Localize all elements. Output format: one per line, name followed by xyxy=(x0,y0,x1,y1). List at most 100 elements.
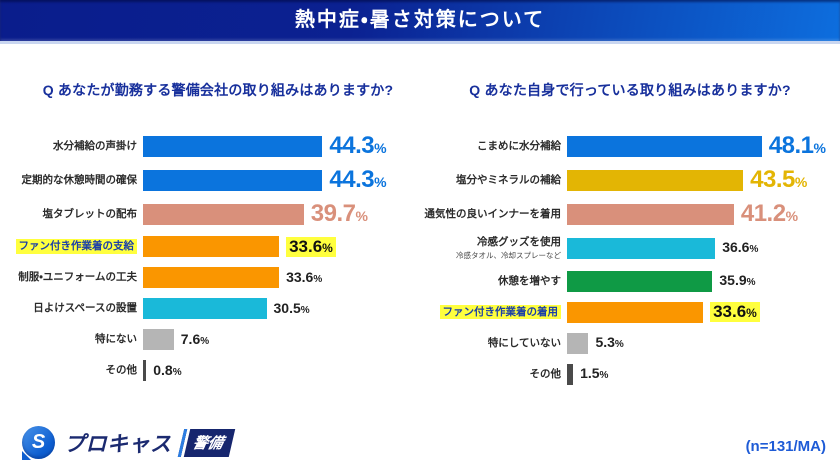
bar-rows: 水分補給の声掛け 44.3% 定期的な休憩時間の確保 44.3% 塩タブレットの配布 39… xyxy=(15,134,418,381)
bar-row: 休憩を増やす 35.9% xyxy=(430,270,830,292)
title-bar: 熱中症・暑さ対策について xyxy=(0,0,840,44)
bar-value: 0.8% xyxy=(153,361,182,378)
bar-label-cell: その他 xyxy=(430,368,567,381)
bar-rows: こまめに水分補給 48.1% 塩分やミネラルの補給 43.5% 通気性の良いインナーを着… xyxy=(425,134,830,385)
bar-track: 7.6% xyxy=(143,329,418,350)
bar-label-cell: その他 xyxy=(18,364,143,377)
bar-label: その他 xyxy=(529,367,562,380)
bar xyxy=(567,237,716,259)
bar xyxy=(143,360,147,381)
bar-value: 41.2% xyxy=(740,200,799,227)
bar-track: 39.7% xyxy=(143,202,418,226)
logo-badge-keibi: 警備 xyxy=(177,428,235,457)
bar-value: 30.5% xyxy=(273,299,310,316)
bar-label: こまめに水分補給 xyxy=(477,139,561,152)
bar-value: 1.5% xyxy=(580,365,609,382)
bar-label-cell: ファン付き作業着の着用 xyxy=(430,304,567,320)
logo-brand-text: プロキャス xyxy=(64,432,172,456)
bar-track: 1.5% xyxy=(567,363,830,385)
bar-value: 33.6% xyxy=(286,236,336,257)
bar-value: 44.3% xyxy=(329,132,387,159)
bar-track: 33.6% xyxy=(143,267,418,288)
bar-sublabel: 冷感タオル、冷却スプレーなど xyxy=(456,250,561,260)
bar-label: 休憩を増やす xyxy=(498,274,561,287)
procas-speech-bubble-s-icon: S xyxy=(22,426,55,459)
bar-track: 33.6% xyxy=(143,236,418,257)
bar-label-cell: 特にない xyxy=(18,333,143,346)
bar-row: 日よけスペースの設置 30.5% xyxy=(18,298,418,319)
bar-label: 塩タブレットの配布 xyxy=(42,207,138,220)
bar-label: 定期的な休憩時間の確保 xyxy=(21,173,138,186)
bar-label-cell: こまめに水分補給 xyxy=(430,140,567,153)
bar-track: 35.9% xyxy=(567,270,830,292)
bar-label-cell: 特にしていない xyxy=(430,337,567,350)
bar-row: 特にしていない 5.3% xyxy=(430,332,830,354)
bar xyxy=(143,329,174,350)
bar-value: 7.6% xyxy=(180,330,210,347)
charts-area: Q あなたが勤務する警備会社の取り組みはありますか? 水分補給の声掛け 44.3%… xyxy=(15,80,830,395)
bar xyxy=(567,169,744,191)
bar-label: 特にしていない xyxy=(487,336,561,349)
bar-label-cell: 通気性の良いインナーを着用 xyxy=(425,208,567,221)
bar-value: 33.6% xyxy=(710,302,760,323)
bar xyxy=(143,236,280,257)
bar xyxy=(143,267,280,288)
bar-track: 41.2% xyxy=(567,202,830,226)
bar-row: 制服・ユニフォームの工夫 33.6% xyxy=(18,267,418,288)
bar xyxy=(143,135,323,157)
bar-row: 通気性の良いインナーを着用 41.2% xyxy=(425,202,830,226)
bar-label: 通気性の良いインナーを着用 xyxy=(424,207,562,220)
bar-value: 33.6% xyxy=(286,268,323,285)
bar-track: 43.5% xyxy=(567,168,830,192)
bar-value: 44.3% xyxy=(329,166,387,193)
bar-row: 水分補給の声掛け 44.3% xyxy=(18,134,418,158)
bar-track: 48.1% xyxy=(567,134,830,158)
slide-title: 熱中症・暑さ対策について xyxy=(294,9,546,31)
bar-row: ファン付き作業着の支給 33.6% xyxy=(15,236,418,257)
bar xyxy=(143,203,304,225)
bar-label-cell: 日よけスペースの設置 xyxy=(18,302,143,315)
bar-label-cell: 制服・ユニフォームの工夫 xyxy=(18,271,143,284)
bar-row: 塩分やミネラルの補給 43.5% xyxy=(430,168,830,192)
bar-label-cell: 水分補給の声掛け xyxy=(18,140,143,153)
bar xyxy=(567,270,713,292)
bar-row: その他 1.5% xyxy=(430,363,830,385)
bar-label: 制服・ユニフォームの工夫 xyxy=(18,271,137,284)
bar-track: 0.8% xyxy=(143,360,418,381)
bar-label-cell: 冷感グッズを使用 冷感タオル、冷却スプレーなど xyxy=(430,236,567,261)
bar-row: こまめに水分補給 48.1% xyxy=(430,134,830,158)
procas-logo: S プロキャス 警備 xyxy=(22,426,235,459)
bar-row: 塩タブレットの配布 39.7% xyxy=(18,202,418,226)
bar-value: 36.6% xyxy=(722,239,759,256)
bar-track: 36.6% xyxy=(567,237,830,259)
question-company: Q あなたが勤務する警備会社の取り組みはありますか? xyxy=(42,82,394,98)
bar-track: 5.3% xyxy=(567,332,830,354)
bar-label-cell: ファン付き作業着の支給 xyxy=(15,239,143,254)
bar-track: 30.5% xyxy=(143,298,418,319)
bar-value: 5.3% xyxy=(595,334,624,351)
bar-label-cell: 塩タブレットの配布 xyxy=(18,208,143,221)
bar-value: 43.5% xyxy=(750,166,808,193)
bar xyxy=(567,332,589,354)
bar-track: 44.3% xyxy=(143,134,418,158)
bar xyxy=(143,298,267,319)
bar-row: 定期的な休憩時間の確保 44.3% xyxy=(18,168,418,192)
bar xyxy=(567,203,734,225)
bar xyxy=(143,169,323,191)
bar xyxy=(567,363,574,385)
bar-label-cell: 定期的な休憩時間の確保 xyxy=(18,174,143,187)
bar-track: 33.6% xyxy=(567,301,830,323)
bar-row: ファン付き作業着の着用 33.6% xyxy=(430,301,830,323)
bar-label-cell: 塩分やミネラルの補給 xyxy=(430,174,567,187)
sample-size-label: (n=131/MA) xyxy=(745,438,826,455)
bar-label: 特にない xyxy=(95,333,137,346)
bar-value: 35.9% xyxy=(719,272,756,289)
bar xyxy=(567,301,704,323)
bar-label: その他 xyxy=(105,364,138,377)
question-personal: Q あなた自身で行っている取り組みはありますか? xyxy=(469,82,791,98)
bar-label: 水分補給の声掛け xyxy=(53,139,137,152)
personal-initiatives-chart: Q あなた自身で行っている取り組みはありますか? こまめに水分補給 48.1% 塩分… xyxy=(425,80,830,395)
bar-label: ファン付き作業着の着用 xyxy=(439,304,561,320)
bar-label-cell: 休憩を増やす xyxy=(430,275,567,288)
bar-label: 塩分やミネラルの補給 xyxy=(456,173,561,186)
